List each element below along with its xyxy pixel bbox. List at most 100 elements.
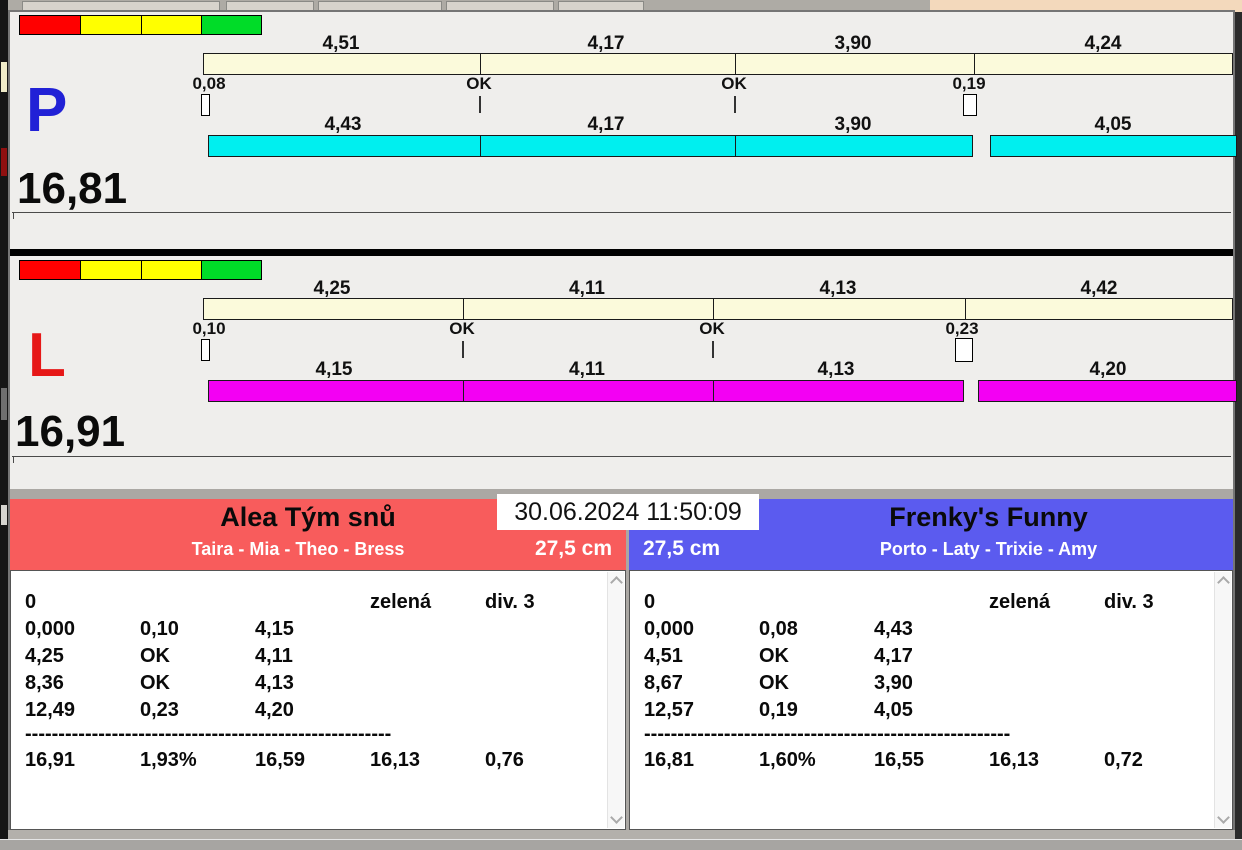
fault-marker-box [201, 94, 210, 116]
reference-split-bar [203, 53, 1233, 75]
table-separator: ----------------------------------------… [25, 723, 392, 745]
actual-split-bar-last [990, 135, 1237, 157]
bar-divider [463, 299, 464, 319]
background-window-left-edge [0, 0, 8, 850]
result-cell: 0 [25, 591, 37, 613]
light-red [19, 260, 81, 280]
result-cell: 0,23 [140, 699, 179, 721]
sliver-fragment [1, 505, 7, 525]
result-cell: zelená [370, 591, 432, 613]
fault-label: OK [721, 74, 747, 93]
bar-divider [713, 299, 714, 319]
split-label: 4,11 [569, 359, 605, 380]
team-name: Frenky's Funny [889, 502, 1088, 532]
changeover-tick [712, 341, 714, 358]
scrollbar[interactable] [607, 572, 624, 828]
total-cell: 1,93% [140, 749, 197, 771]
jump-height: 27,5 cm [643, 537, 721, 560]
split-label: 4,11 [569, 278, 605, 299]
fault-label: 0,19 [952, 74, 986, 93]
total-cell: 0,72 [1104, 749, 1143, 771]
split-label: 3,90 [834, 114, 872, 135]
changeover-tick [462, 341, 464, 358]
light-yellow [80, 15, 142, 35]
fault-label: OK [466, 74, 492, 93]
result-cell: 4,13 [255, 672, 294, 694]
result-cell: 0,000 [644, 618, 695, 640]
total-cell: 1,60% [759, 749, 816, 771]
bar-divider [713, 381, 714, 401]
sliver-fragment [1, 388, 7, 420]
reference-split-bar [203, 298, 1233, 320]
light-yellow [80, 260, 142, 280]
split-label: 4,13 [819, 278, 857, 299]
result-cell: 12,49 [25, 699, 76, 721]
lane-letter: L [28, 321, 66, 390]
result-cell: 4,11 [255, 645, 293, 667]
line-tick [13, 212, 14, 219]
window-bottom-edge [8, 828, 1235, 839]
scrollbar[interactable] [1214, 572, 1231, 828]
total-cell: 16,13 [989, 749, 1040, 771]
team-name: Alea Tým snů [220, 502, 396, 532]
fault-label: 0,10 [192, 319, 226, 338]
fault-label: 0,23 [945, 319, 979, 338]
changeover-tick [734, 96, 736, 113]
split-label: 4,15 [315, 359, 353, 380]
results-table-left[interactable]: 0 zelená div. 3 0,000 0,10 4,15 4,25 OK … [10, 570, 626, 830]
team-members: Porto - Laty - Trixie - Amy [879, 539, 1098, 559]
result-cell: OK [759, 672, 789, 694]
team-members: Taira - Mia - Theo - Bress [191, 539, 405, 559]
bar-divider [735, 54, 736, 74]
result-cell: 8,67 [644, 672, 683, 694]
scroll-up-arrow-icon[interactable] [1217, 576, 1230, 589]
result-cell: 4,05 [874, 699, 913, 721]
result-cell: 4,43 [874, 618, 913, 640]
total-cell: 16,59 [255, 749, 306, 771]
bar-divider [480, 54, 481, 74]
fault-label: OK [449, 319, 475, 338]
results-zone: Alea Tým snů Taira - Mia - Theo - Bress … [10, 489, 1233, 830]
fault-marker-box [955, 338, 973, 362]
result-cell: div. 3 [1104, 591, 1154, 613]
light-yellow [141, 15, 202, 35]
total-cell: 16,81 [644, 749, 695, 771]
split-label: 4,17 [587, 114, 625, 135]
timing-window: 4,51 4,17 3,90 4,24 0,08 OK OK 0,19 4,43… [8, 10, 1237, 830]
total-cell: 16,13 [370, 749, 421, 771]
result-cell: 4,25 [25, 645, 64, 667]
result-cell: 12,57 [644, 699, 695, 721]
result-cell: 4,15 [255, 618, 294, 640]
bar-divider [965, 299, 966, 319]
fault-marker-box [201, 339, 210, 361]
result-cell: OK [759, 645, 789, 667]
taskbar-strip [0, 839, 1242, 850]
split-label: 4,17 [587, 33, 625, 54]
lane-total-time: 16,91 [15, 407, 126, 456]
result-cell: div. 3 [485, 591, 535, 613]
result-cell: OK [140, 672, 170, 694]
total-cell: 16,91 [25, 749, 76, 771]
actual-split-bar-last [978, 380, 1237, 402]
fault-label: OK [699, 319, 725, 338]
split-label: 3,90 [834, 33, 872, 54]
total-cell: 0,76 [485, 749, 524, 771]
datetime-display: 30.06.2024 11:50:09 [497, 494, 759, 530]
split-label: 4,25 [313, 278, 351, 299]
jump-height: 27,5 cm [534, 537, 612, 560]
light-green [201, 260, 262, 280]
scroll-down-arrow-icon[interactable] [610, 811, 623, 824]
split-label: 4,43 [324, 114, 362, 135]
light-red [19, 15, 81, 35]
scroll-up-arrow-icon[interactable] [610, 576, 623, 589]
split-label: 4,51 [322, 33, 360, 54]
bar-divider [480, 136, 481, 156]
results-table-right[interactable]: 0 zelená div. 3 0,000 0,08 4,43 4,51 OK … [629, 570, 1233, 830]
result-cell: 0,000 [25, 618, 76, 640]
panel-divider-line [12, 456, 1231, 457]
light-yellow [141, 260, 202, 280]
scroll-down-arrow-icon[interactable] [1217, 811, 1230, 824]
lane-letter: P [26, 76, 68, 145]
result-cell: 0 [644, 591, 656, 613]
